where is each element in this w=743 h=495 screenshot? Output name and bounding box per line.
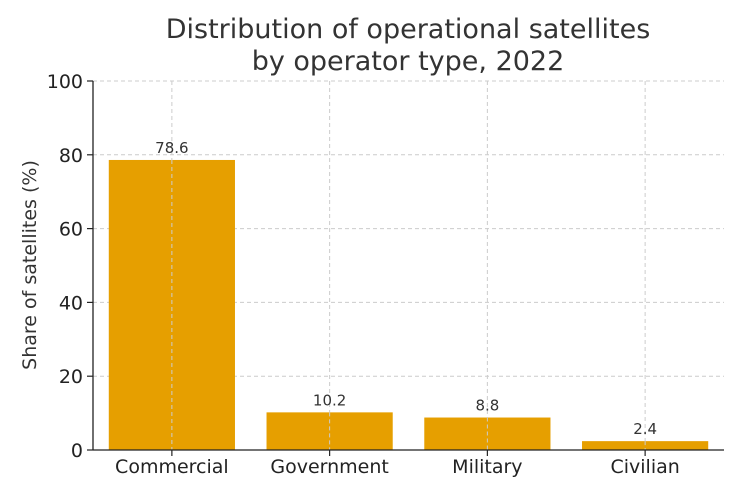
chart-title-line-1: Distribution of operational satellites [166,14,651,45]
y-tick-label: 100 [47,71,83,93]
bar-value-label: 2.4 [633,420,657,438]
y-tick-label: 80 [59,145,83,167]
bar-value-label: 10.2 [313,391,346,409]
y-tick-label: 20 [59,366,83,388]
chart-title-line-2: by operator type, 2022 [252,46,565,77]
bar-value-label: 78.6 [155,139,188,157]
labels: 0 20 40 60 80 100 78.6 Commercial 10.2 Government… [47,71,680,478]
x-tick-label: Government [270,456,389,478]
y-tick-label: 0 [71,440,83,462]
bars [108,159,709,450]
y-axis-label: Share of satellites (%) [19,160,41,370]
x-tick-label: Military [452,456,522,478]
x-tick-label: Civilian [610,456,679,478]
x-tick-label: Commercial [115,456,229,478]
axes [87,80,724,456]
bar-value-label: 8.8 [475,397,499,415]
y-tick-label: 40 [59,292,83,314]
y-tick-label: 60 [59,219,83,241]
bar-civilian [582,441,709,450]
